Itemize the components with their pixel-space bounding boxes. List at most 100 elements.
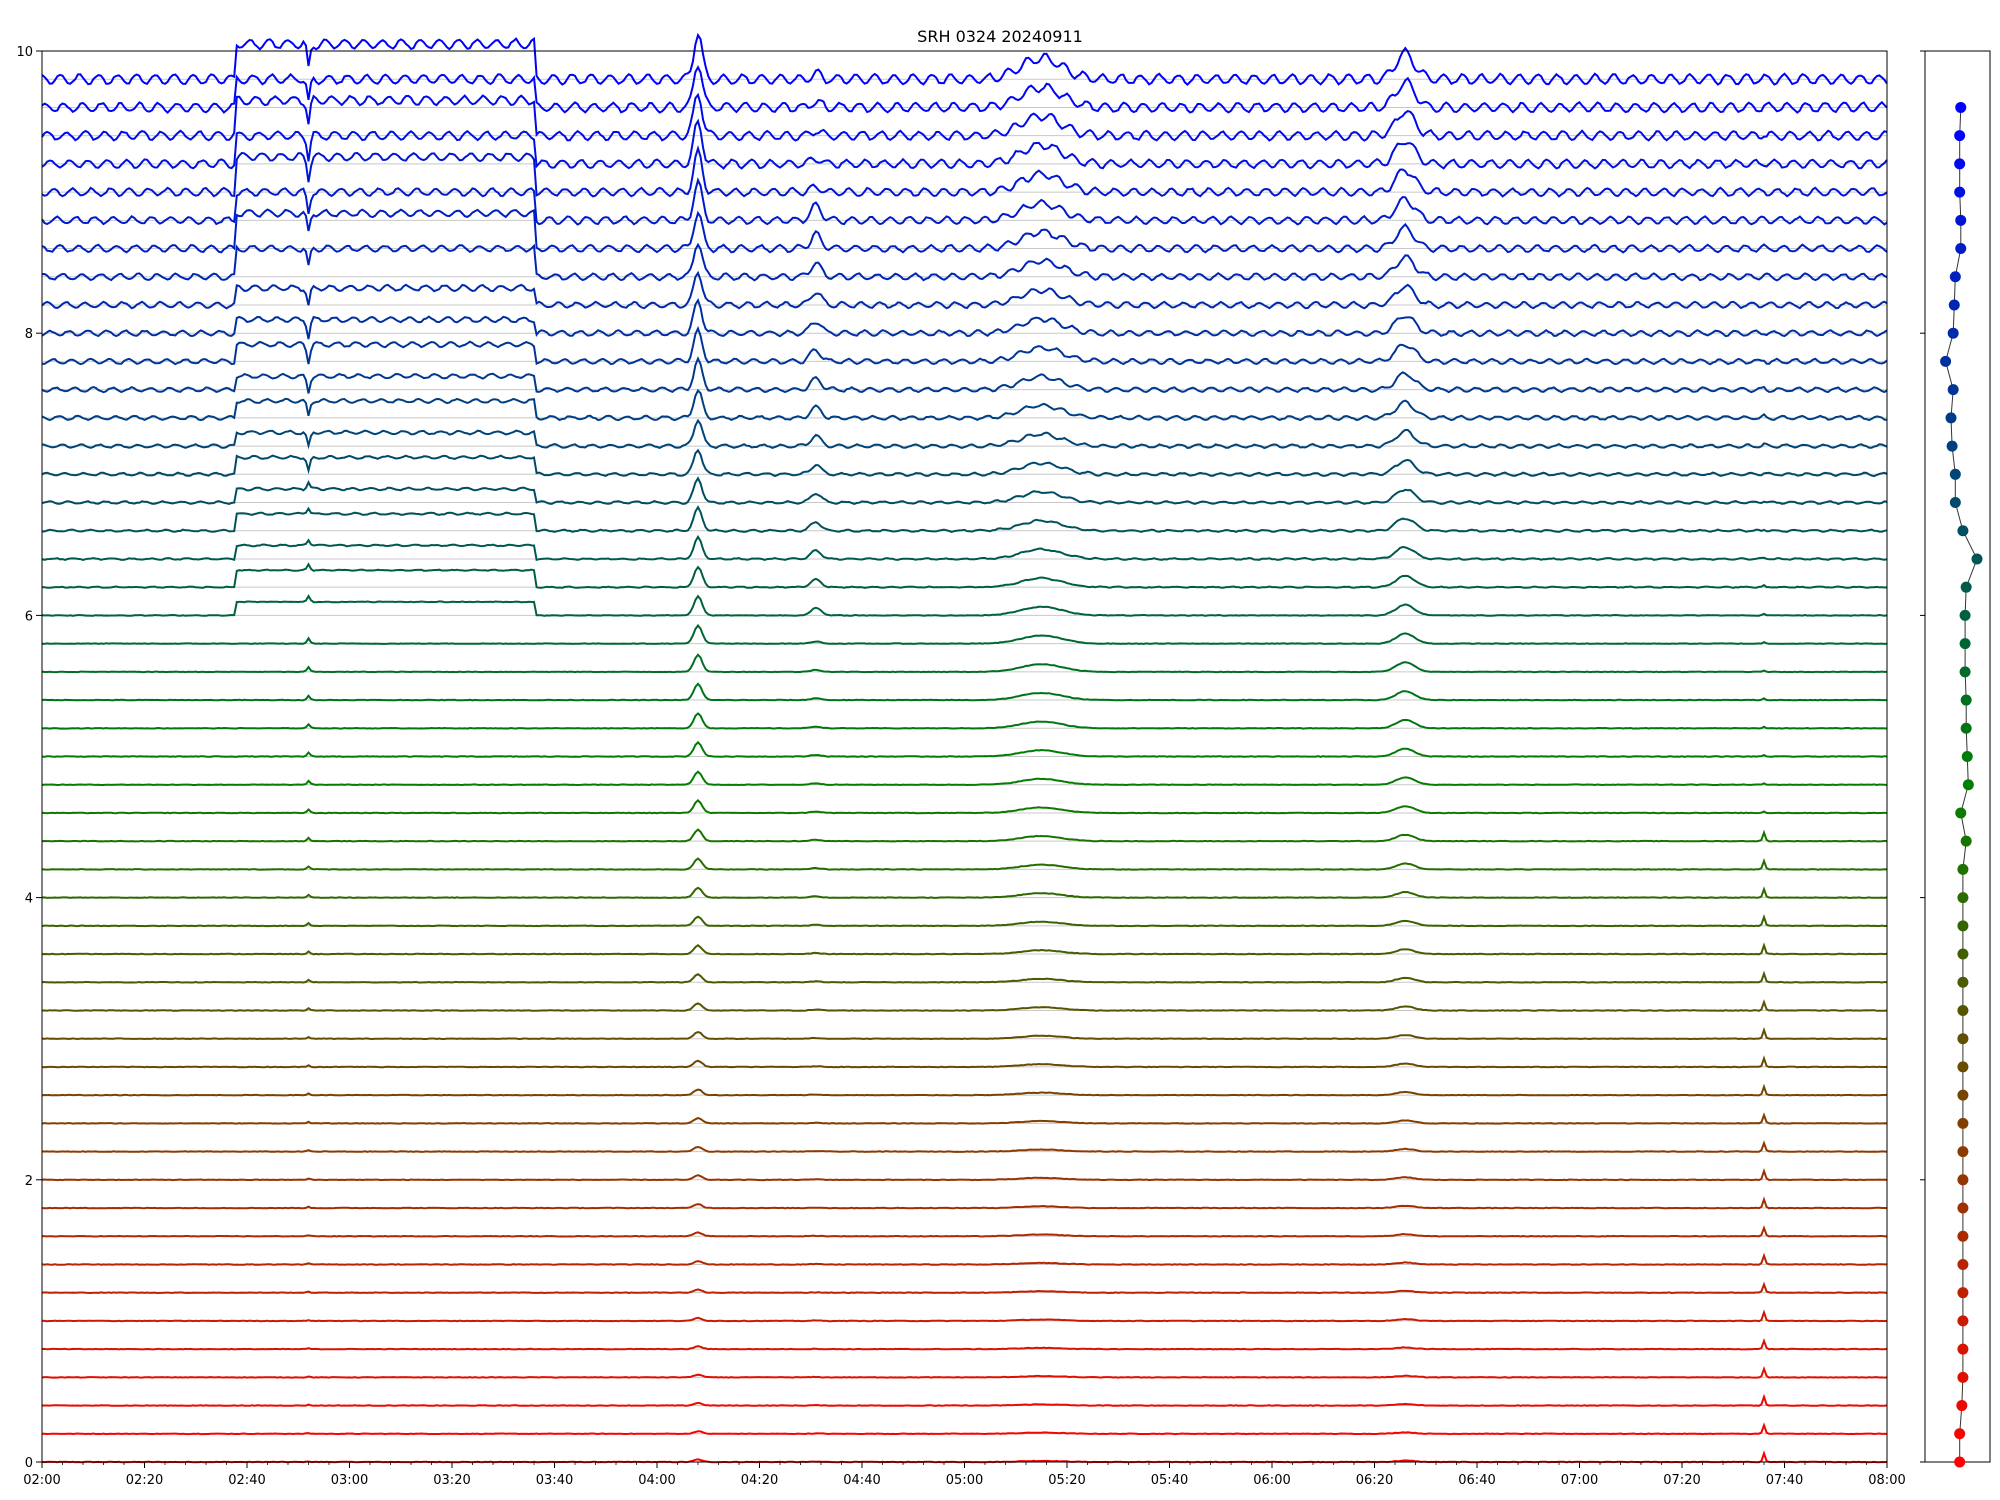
side-marker [1955, 807, 1967, 819]
side-marker [1957, 1343, 1969, 1355]
side-marker [1957, 1371, 1969, 1383]
side-marker [1954, 130, 1966, 142]
trace-line [41, 388, 1888, 422]
side-marker [1961, 751, 1973, 762]
x-tick-label: 03:00 [331, 1473, 368, 1488]
trace-line [41, 476, 1888, 506]
side-marker [1949, 468, 1961, 480]
side-marker [1957, 525, 1969, 537]
y-tick-label: 2 [25, 1174, 33, 1189]
x-tick-label: 05:00 [946, 1473, 983, 1488]
trace-line [41, 1055, 1887, 1069]
side-marker [1960, 581, 1972, 593]
y-axis: 0 2 4 6 8 10 [16, 45, 42, 1471]
side-marker [1959, 609, 1971, 621]
trace-line [41, 297, 1888, 340]
y-tick-label: 6 [25, 609, 33, 624]
side-marker [1957, 1004, 1969, 1016]
trace-line [41, 623, 1888, 645]
trace-line [41, 144, 1888, 198]
x-tick-label: 07:20 [1663, 1473, 1700, 1488]
trace-line [41, 1112, 1888, 1125]
side-marker [1957, 1174, 1969, 1186]
trace-line [41, 914, 1888, 928]
side-marker [1959, 638, 1971, 650]
side-marker [1957, 1146, 1969, 1158]
trace-line [42, 1140, 1888, 1153]
x-tick-label: 04:40 [843, 1473, 880, 1488]
side-marker [1956, 1400, 1968, 1412]
trace-line [41, 1168, 1888, 1182]
side-marker [1957, 892, 1969, 904]
trace-line [41, 999, 1888, 1012]
side-marker [1948, 299, 1960, 311]
trace-line [41, 1365, 1888, 1379]
side-marker [1971, 553, 1983, 565]
x-tick-label: 06:20 [1356, 1473, 1393, 1488]
trace-line [41, 32, 1888, 86]
side-markers [1940, 101, 1983, 1468]
trace-line [41, 1281, 1888, 1295]
side-marker [1957, 1033, 1969, 1045]
x-tick-label: 08:00 [1868, 1473, 1905, 1488]
side-marker [1949, 271, 1961, 283]
side-plot-frame [1924, 50, 1991, 1463]
side-marker [1957, 1230, 1969, 1242]
side-marker [1960, 722, 1972, 734]
side-marker [1955, 101, 1967, 113]
side-marker [1946, 440, 1958, 452]
side-marker [1954, 186, 1966, 198]
trace-line [41, 92, 1888, 142]
trace-line [41, 505, 1888, 533]
side-marker [1957, 1089, 1969, 1101]
chart-title: SRH 0324 20240911 [917, 27, 1083, 46]
side-marker [1957, 863, 1969, 875]
side-marker [1947, 327, 1959, 339]
side-marker [1957, 1287, 1969, 1299]
x-axis: 02:00 02:20 02:40 03:00 03:20 03:40 04:00 04:20… [23, 1462, 1906, 1488]
trace-line [41, 653, 1887, 674]
trace-line [41, 356, 1888, 394]
side-marker [1957, 1315, 1969, 1327]
trace-line [42, 1393, 1888, 1407]
trace-line [41, 418, 1888, 450]
x-tick-label: 05:20 [1048, 1473, 1085, 1488]
side-marker [1957, 1258, 1969, 1270]
x-tick-label: 07:40 [1766, 1473, 1803, 1488]
side-marker [1945, 412, 1957, 424]
trace-line [41, 534, 1888, 562]
side-marker [1959, 666, 1971, 678]
trace-line [41, 712, 1888, 730]
trace-line [41, 448, 1888, 478]
side-marker [1957, 1202, 1969, 1214]
y-tick-label: 0 [25, 1456, 33, 1471]
trace-line [41, 65, 1888, 114]
trace-line [41, 886, 1888, 899]
trace-line [42, 562, 1888, 589]
trace-line [41, 740, 1888, 758]
side-marker [1957, 976, 1969, 988]
trace-line [41, 325, 1888, 366]
y-tick-label: 10 [16, 45, 33, 60]
side-marker [1954, 1456, 1966, 1468]
trace-line [41, 177, 1888, 226]
trace-line [41, 828, 1888, 843]
x-tick-label: 04:20 [741, 1473, 778, 1488]
trace-line [41, 799, 1888, 815]
x-tick-label: 06:00 [1253, 1473, 1290, 1488]
side-marker [1949, 497, 1961, 509]
side-marker [1957, 1117, 1969, 1129]
x-tick-label: 07:00 [1561, 1473, 1598, 1488]
x-tick-label: 02:40 [228, 1473, 265, 1488]
x-tick-label: 04:00 [638, 1473, 675, 1488]
trace-line [41, 1225, 1888, 1238]
trace-line [41, 1309, 1888, 1323]
trace-line [41, 208, 1888, 254]
x-tick-label: 05:40 [1151, 1473, 1188, 1488]
traces [41, 32, 1888, 1464]
trace-line [41, 118, 1888, 170]
x-tick-label: 03:40 [536, 1473, 573, 1488]
trace-line [41, 1338, 1888, 1351]
trace-line [41, 1196, 1888, 1210]
